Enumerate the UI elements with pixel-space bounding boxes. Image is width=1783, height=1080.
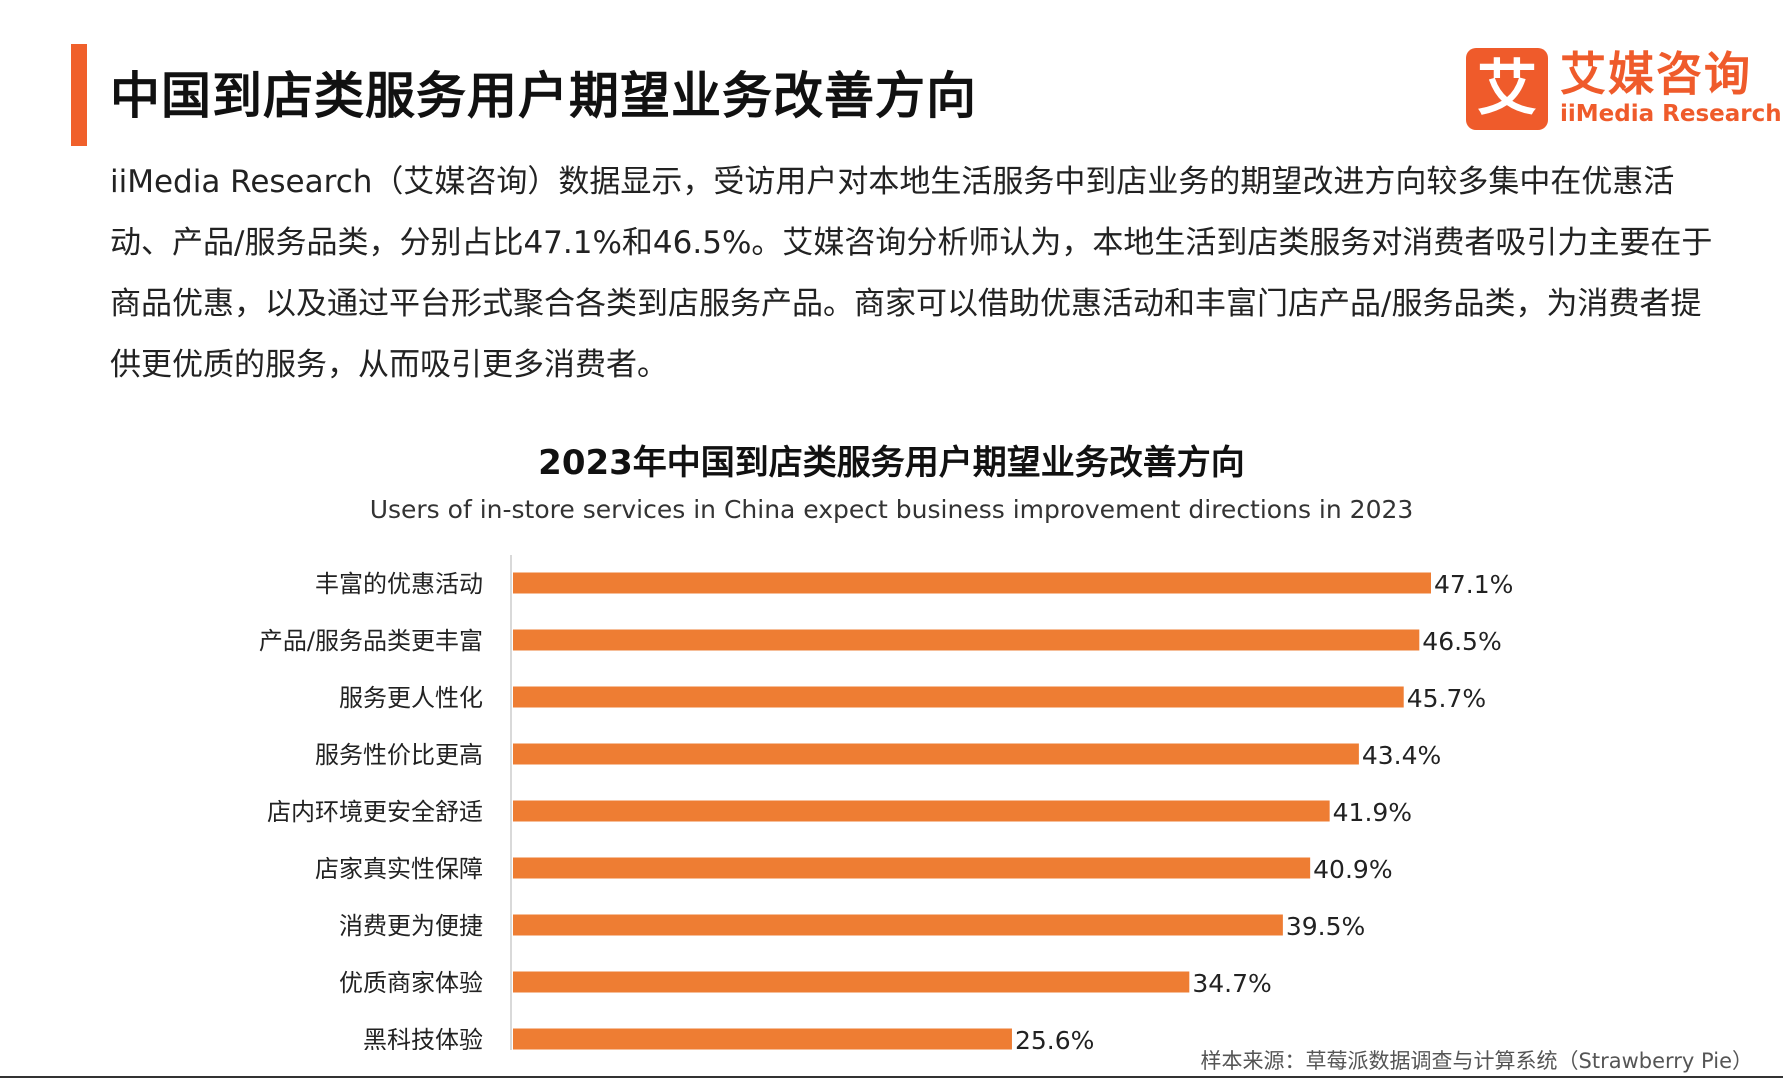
category-label: 消费更为便捷 bbox=[339, 912, 483, 940]
bar bbox=[513, 1028, 1012, 1050]
imedia-logo: 艾 艾媒咨询 iiMedia Research bbox=[1466, 48, 1782, 130]
category-label: 优质商家体验 bbox=[339, 969, 483, 997]
category-label: 服务性价比更高 bbox=[315, 741, 483, 769]
chart-subtitle: Users of in-store services in China expe… bbox=[369, 495, 1414, 524]
value-label: 47.1% bbox=[1434, 570, 1513, 599]
intro-paragraph: iiMedia Research（艾媒咨询）数据显示，受访用户对本地生活服务中到… bbox=[110, 164, 1713, 383]
logo-name-en: iiMedia Research bbox=[1560, 101, 1782, 127]
bar bbox=[513, 743, 1359, 765]
value-label: 34.7% bbox=[1192, 969, 1271, 998]
title-accent-bar bbox=[71, 44, 87, 146]
logo-name-cn: 艾媒咨询 bbox=[1560, 47, 1752, 101]
value-label: 43.4% bbox=[1362, 741, 1441, 770]
bar bbox=[513, 971, 1190, 993]
bar bbox=[513, 857, 1311, 879]
value-label: 46.5% bbox=[1422, 627, 1501, 656]
value-label: 45.7% bbox=[1407, 684, 1486, 713]
category-label: 店家真实性保障 bbox=[315, 855, 483, 883]
bar bbox=[513, 629, 1420, 651]
value-label: 40.9% bbox=[1313, 855, 1392, 884]
logo-mark-icon: 艾 bbox=[1466, 48, 1548, 130]
bar bbox=[513, 572, 1431, 594]
category-label: 丰富的优惠活动 bbox=[315, 570, 483, 598]
value-label: 39.5% bbox=[1286, 912, 1365, 941]
bar-chart: 丰富的优惠活动 47.1% 产品/服务品类更丰富 46.5% 服务更人性化 45.7% 服务… bbox=[259, 555, 1513, 1050]
page-title: 中国到店类服务用户期望业务改善方向 bbox=[110, 67, 977, 125]
bar bbox=[513, 800, 1330, 822]
bar bbox=[513, 686, 1404, 708]
bottom-divider bbox=[0, 1076, 1783, 1078]
source-note: 样本来源：草莓派数据调查与计算系统（Strawberry Pie） bbox=[1200, 1049, 1753, 1073]
category-label: 产品/服务品类更丰富 bbox=[259, 627, 483, 655]
chart-title: 2023年中国到店类服务用户期望业务改善方向 bbox=[538, 443, 1245, 483]
category-label: 黑科技体验 bbox=[363, 1026, 483, 1050]
bar bbox=[513, 914, 1283, 936]
category-label: 服务更人性化 bbox=[339, 684, 483, 712]
value-label: 25.6% bbox=[1015, 1026, 1094, 1050]
category-label: 店内环境更安全舒适 bbox=[267, 798, 483, 826]
value-label: 41.9% bbox=[1333, 798, 1412, 827]
